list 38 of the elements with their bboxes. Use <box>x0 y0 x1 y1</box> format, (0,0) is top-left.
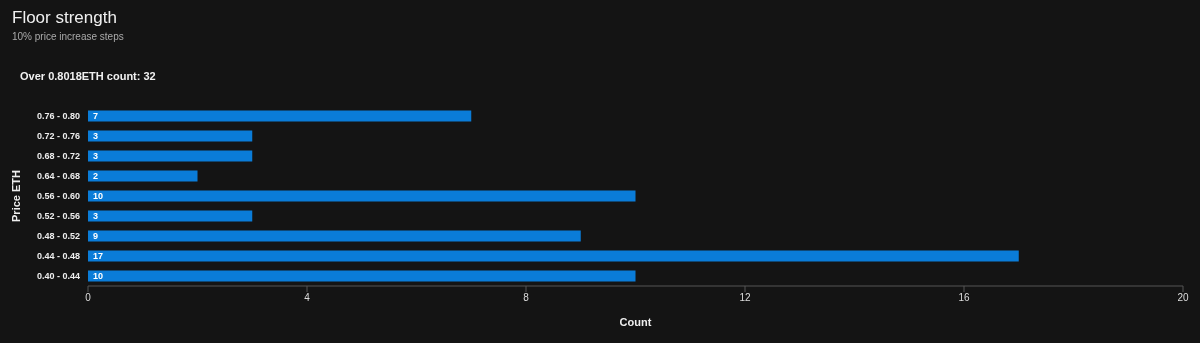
bar <box>88 130 253 142</box>
bar <box>88 150 253 162</box>
data-label: 7 <box>93 111 99 122</box>
chart-title: Floor strength <box>12 8 117 28</box>
y-tick-label: 0.48 - 0.52 <box>36 231 80 242</box>
data-label: 10 <box>93 191 104 202</box>
y-tick-label: 0.72 - 0.76 <box>36 131 80 142</box>
bar <box>88 190 636 202</box>
data-label: 10 <box>93 271 104 282</box>
y-tick-label: 0.64 - 0.68 <box>36 171 80 182</box>
x-tick-label: 16 <box>958 292 970 304</box>
data-label: 3 <box>93 151 99 162</box>
data-label: 9 <box>93 231 99 242</box>
x-tick-label: 8 <box>523 292 530 304</box>
data-label: 2 <box>93 171 99 182</box>
y-tick-label: 0.44 - 0.48 <box>36 251 80 262</box>
y-tick-label: 0.56 - 0.60 <box>36 191 80 202</box>
y-axis-title: Price ETH <box>9 169 22 222</box>
y-tick-label: 0.76 - 0.80 <box>36 111 80 122</box>
bar <box>88 230 581 242</box>
bar <box>88 110 472 122</box>
x-axis-title: Count <box>619 316 652 328</box>
y-tick-label: 0.52 - 0.56 <box>36 211 80 222</box>
x-tick-label: 20 <box>1177 292 1189 304</box>
x-tick-label: 12 <box>739 292 751 304</box>
bar <box>88 170 198 182</box>
bar <box>88 250 1019 262</box>
data-label: 3 <box>93 211 99 222</box>
bar <box>88 210 253 222</box>
y-tick-label: 0.68 - 0.72 <box>36 151 80 162</box>
x-tick-label: 0 <box>85 292 92 304</box>
bar <box>88 270 636 282</box>
chart-subtitle: 10% price increase steps <box>12 31 124 42</box>
data-label: 17 <box>93 251 104 262</box>
y-tick-label: 0.40 - 0.44 <box>36 271 80 282</box>
x-tick-label: 4 <box>304 292 311 304</box>
text: Over 0.8018ETH count: 32 <box>20 70 156 82</box>
data-label: 3 <box>93 131 99 142</box>
